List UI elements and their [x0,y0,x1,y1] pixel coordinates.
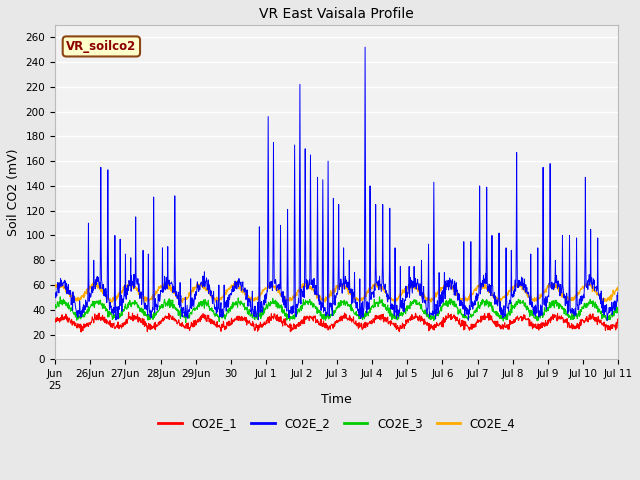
Y-axis label: Soil CO2 (mV): Soil CO2 (mV) [7,148,20,236]
Legend: CO2E_1, CO2E_2, CO2E_3, CO2E_4: CO2E_1, CO2E_2, CO2E_3, CO2E_4 [153,412,520,434]
X-axis label: Time: Time [321,394,352,407]
Title: VR East Vaisala Profile: VR East Vaisala Profile [259,7,414,21]
Text: VR_soilco2: VR_soilco2 [67,40,136,53]
